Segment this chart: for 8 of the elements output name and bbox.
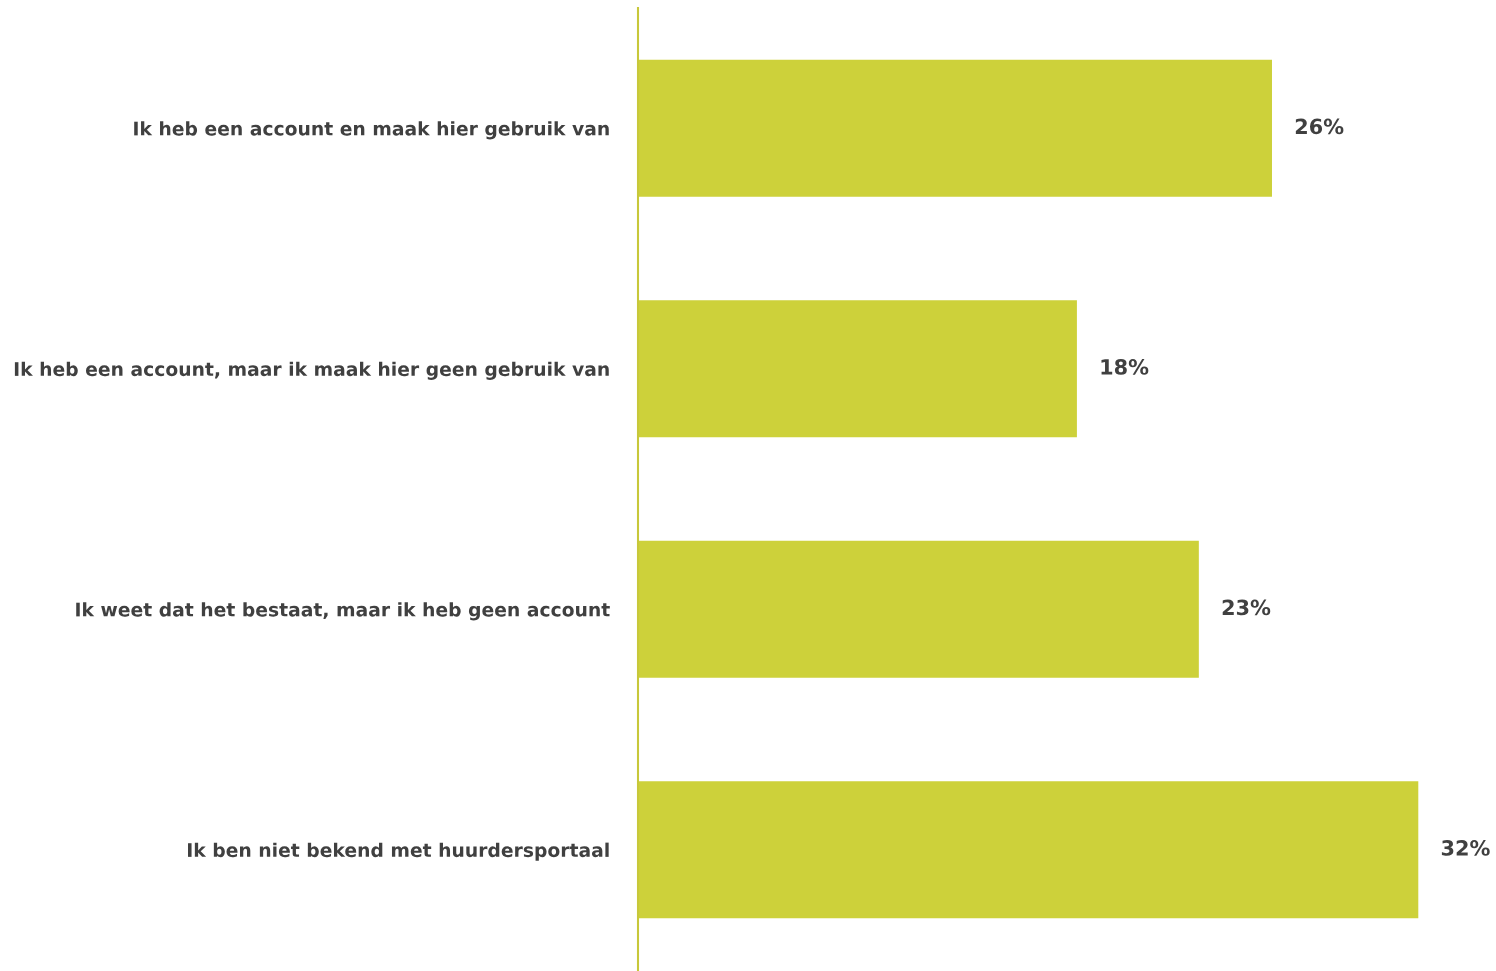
data-label: 26% — [1295, 118, 1344, 135]
y-tick-label: Ik heb een account en maak hier gebruik van — [134, 121, 609, 140]
data-label: 32% — [1441, 840, 1490, 856]
y-tick-label: Ik heb een account, maar ik maak hier geen gebruik van — [14, 361, 609, 380]
data-label: 23% — [1222, 599, 1271, 616]
y-tick-label: Ik weet dat het bestaat, maar ik heb geen account — [76, 602, 610, 621]
data-label: 18% — [1101, 359, 1149, 375]
y-tick-label: Ik ben niet bekend met huurdersportaal — [188, 842, 609, 861]
